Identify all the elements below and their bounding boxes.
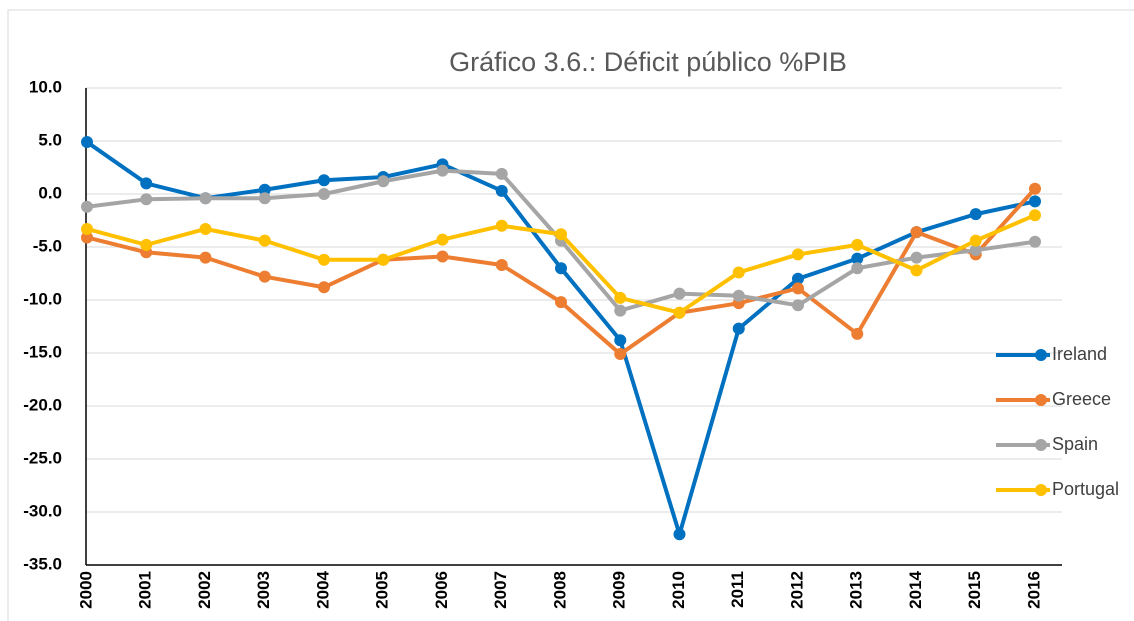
data-point <box>614 304 627 317</box>
x-tick-label: 2001 <box>136 571 155 609</box>
data-point <box>673 287 686 300</box>
legend-marker <box>1035 484 1047 496</box>
data-point <box>140 177 153 190</box>
chart-title: Gráfico 3.6.: Déficit público %PIB <box>449 47 847 77</box>
data-point <box>377 175 390 188</box>
data-point <box>495 219 508 232</box>
data-point <box>495 184 508 197</box>
legend-label: Spain <box>1052 434 1098 454</box>
data-point <box>792 272 804 285</box>
data-point <box>555 228 567 241</box>
data-point <box>1029 209 1041 222</box>
legend-label: Portugal <box>1052 479 1119 499</box>
data-point <box>673 306 686 319</box>
data-point <box>614 334 627 347</box>
data-point <box>199 222 212 235</box>
data-point <box>910 251 923 264</box>
data-point <box>1029 195 1041 208</box>
x-tick-label: 2014 <box>906 570 925 608</box>
legend-marker <box>1035 439 1047 451</box>
x-tick-label: 2016 <box>1024 571 1043 609</box>
y-tick-label: -15.0 <box>23 342 62 361</box>
x-tick-label: 2011 <box>728 571 747 608</box>
data-point <box>140 238 153 251</box>
data-point <box>792 248 804 261</box>
y-tick-label: -20.0 <box>23 395 62 414</box>
data-point <box>495 259 508 272</box>
x-tick-label: 2010 <box>669 571 688 609</box>
data-point <box>199 251 212 264</box>
x-tick-label: 2003 <box>254 571 273 609</box>
data-point <box>81 200 93 213</box>
data-point <box>1029 182 1041 195</box>
x-tick-label: 2002 <box>195 571 214 609</box>
data-point <box>851 262 864 275</box>
x-tick-label: 2015 <box>965 571 984 609</box>
data-point <box>851 238 864 251</box>
data-point <box>318 253 330 266</box>
y-tick-label: 0.0 <box>38 183 62 202</box>
data-point <box>436 250 449 263</box>
data-point <box>555 296 567 309</box>
legend-label: Greece <box>1052 389 1111 409</box>
data-point <box>436 233 449 246</box>
x-tick-label: 2008 <box>550 571 569 609</box>
chart-border <box>7 9 1134 621</box>
y-tick-label: -5.0 <box>33 236 62 255</box>
data-point <box>732 289 745 302</box>
data-point <box>199 192 212 205</box>
data-point <box>732 266 745 279</box>
x-tick-label: 2005 <box>373 571 392 609</box>
legend-marker <box>1035 394 1047 406</box>
series-line <box>85 140 1036 537</box>
data-point <box>792 282 804 295</box>
data-point <box>910 264 923 277</box>
x-tick-label: 2009 <box>610 571 629 609</box>
legend-marker <box>1035 349 1047 361</box>
data-point <box>969 208 982 221</box>
data-point <box>969 244 982 257</box>
data-point <box>258 270 271 283</box>
data-point <box>258 192 271 205</box>
y-tick-label: -10.0 <box>23 289 62 308</box>
data-point <box>258 234 271 247</box>
data-point <box>1029 235 1041 248</box>
data-point <box>910 226 923 239</box>
data-point <box>377 253 390 266</box>
data-point <box>318 281 330 294</box>
data-point <box>258 183 271 196</box>
data-point <box>851 327 864 340</box>
data-point <box>318 174 330 187</box>
data-point <box>81 231 93 244</box>
data-point <box>436 164 449 177</box>
x-tick-label: 2000 <box>76 571 95 609</box>
x-tick-label: 2004 <box>313 570 332 608</box>
x-tick-label: 2007 <box>491 571 510 609</box>
legend-label: Ireland <box>1052 344 1107 364</box>
x-tick-label: 2006 <box>432 571 451 609</box>
data-point <box>555 262 567 275</box>
y-tick-label: -30.0 <box>23 501 62 520</box>
data-point <box>792 299 804 312</box>
x-tick-label: 2012 <box>787 571 806 609</box>
data-point <box>673 528 686 541</box>
x-tick-label: 2013 <box>847 571 866 609</box>
data-point <box>614 291 627 304</box>
data-point <box>81 136 93 149</box>
data-point <box>318 188 330 200</box>
data-point <box>851 252 864 265</box>
data-point <box>81 222 93 235</box>
data-point <box>969 234 982 247</box>
y-tick-label: -35.0 <box>23 554 62 573</box>
y-tick-label: 10.0 <box>29 77 62 96</box>
data-point <box>614 348 627 361</box>
data-point <box>140 193 153 206</box>
y-tick-label: -25.0 <box>23 448 62 467</box>
data-point <box>495 167 508 180</box>
y-tick-label: 5.0 <box>38 130 62 149</box>
data-point <box>732 322 745 335</box>
